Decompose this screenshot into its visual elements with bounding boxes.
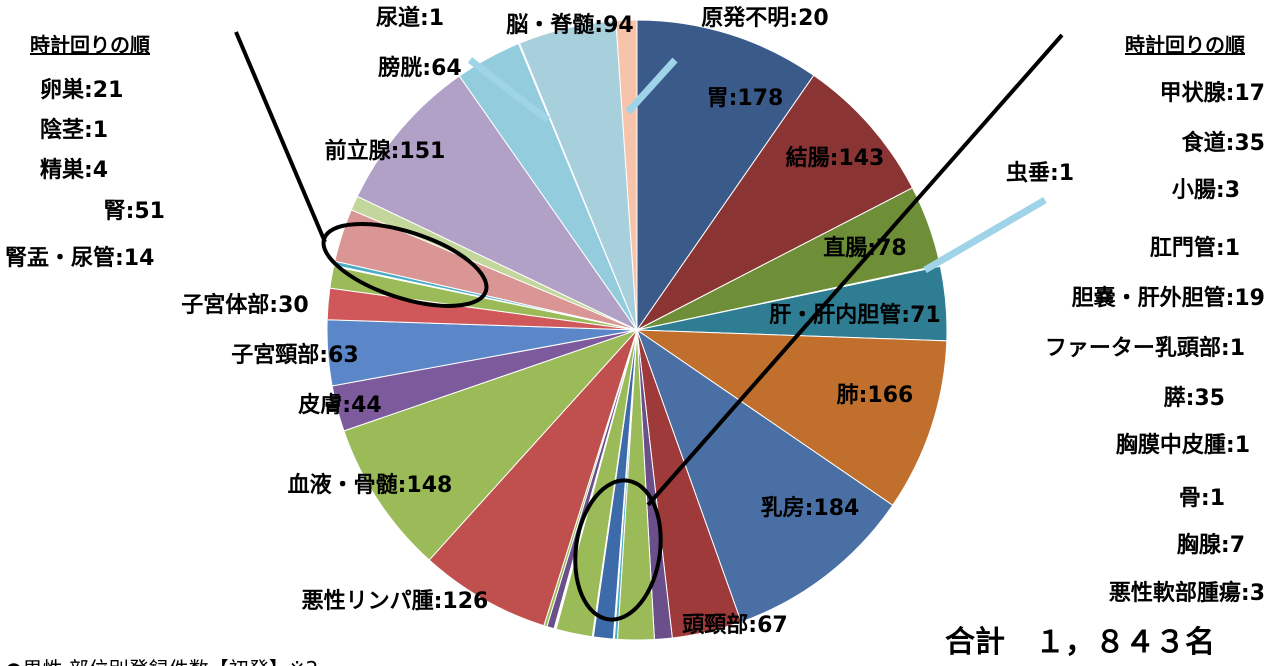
data-label: 脳・脊髄:94 (506, 12, 633, 38)
slice (636, 328, 894, 623)
slice (615, 19, 638, 331)
data-label: 皮膚:44 (298, 392, 381, 418)
data-label: 膀胱:64 (378, 55, 461, 81)
total: 合計 １，８４３名 (945, 625, 1215, 660)
data-label: 胸腺:7 (1177, 532, 1245, 558)
circle (573, 478, 663, 622)
data-label: 結腸:143 (786, 145, 885, 171)
data-label: 直腸:78 (823, 235, 906, 261)
data-label: 腎盂・尿管:14 (5, 245, 154, 271)
note: 時計回りの順 (30, 33, 151, 57)
data-label: 子宮体部:30 (181, 292, 308, 318)
slice (343, 329, 638, 561)
slice (635, 329, 948, 506)
data-label: 乳房:184 (761, 495, 860, 521)
data-label: 悪性軟部腫瘍:3 (1109, 580, 1265, 606)
chart-title: ●男性 部位別登録件数【初発】※2 (5, 657, 318, 666)
data-label: 膵:35 (1164, 386, 1225, 411)
data-label: 肝・肝内胆管:71 (769, 302, 940, 328)
data-label: 虫垂:1 (1006, 160, 1074, 186)
slice (636, 19, 815, 332)
data-label: 甲状腺:17 (1160, 81, 1265, 106)
slice (428, 329, 638, 627)
slice (636, 74, 914, 331)
arrow (467, 57, 551, 123)
note: 時計回りの順 (1125, 33, 1246, 57)
data-label: 胃:178 (707, 86, 784, 111)
arrow (923, 196, 1047, 274)
data-label: 胸膜中皮腫:1 (1116, 432, 1250, 458)
data-label: 悪性リンパ腫:126 (302, 589, 489, 614)
data-label: 食道:35 (1182, 130, 1265, 156)
arrow (625, 57, 678, 115)
data-label: 骨:1 (1179, 486, 1225, 511)
data-label: 肛門管:1 (1150, 235, 1240, 261)
pointer-line (234, 31, 327, 243)
data-label: 小腸:3 (1172, 178, 1240, 203)
pie (326, 19, 948, 641)
data-label: 胆嚢・肝外胆管:19 (1072, 285, 1265, 311)
pointer-line (646, 33, 1064, 507)
data-label: 陰茎:1 (40, 117, 108, 143)
data-label: ファーター乳頭部:1 (1045, 335, 1245, 361)
data-label: 血液・骨髄:148 (288, 472, 453, 498)
circle (321, 222, 489, 308)
data-label: 前立腺:151 (325, 138, 446, 164)
data-label: 卵巣:21 (40, 77, 123, 103)
data-label: 精巣:4 (40, 157, 108, 183)
data-label: 頭頸部:67 (682, 612, 787, 638)
data-label: 腎:51 (104, 199, 165, 224)
data-label: 尿道:1 (376, 5, 444, 31)
slice (356, 75, 639, 332)
data-label: 原発不明:20 (701, 6, 828, 31)
data-label: 子宮頸部:63 (231, 342, 358, 368)
data-label: 肺:166 (837, 383, 914, 408)
annotations (234, 31, 1064, 622)
